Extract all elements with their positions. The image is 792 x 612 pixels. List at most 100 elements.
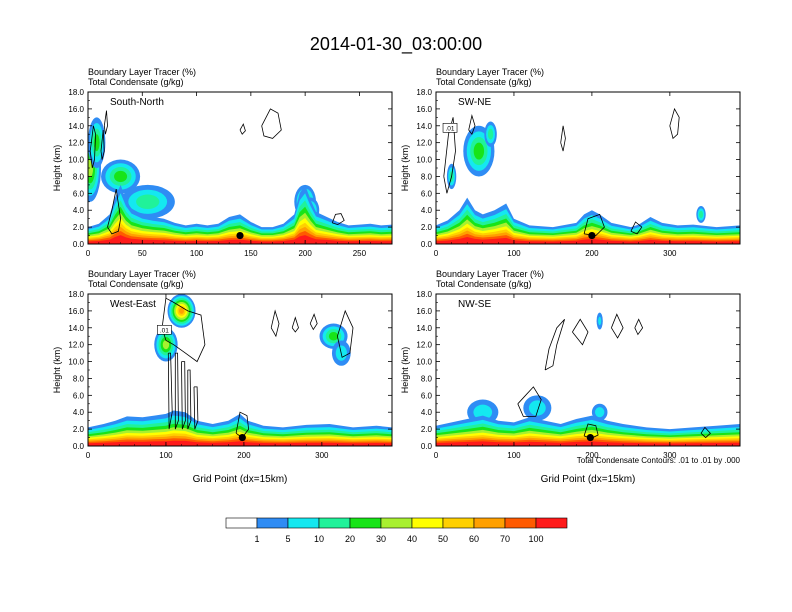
x-tick-label: 200 [585, 451, 599, 460]
y-tick-label: 4.0 [73, 408, 85, 417]
condensate-contour [187, 369, 192, 430]
y-tick-label: 14.0 [68, 122, 84, 131]
condensate-contour [611, 313, 624, 339]
condensate-contour [572, 318, 589, 346]
condensate-contour [270, 309, 280, 338]
condensate-contour [100, 129, 105, 160]
y-tick-label: 4.0 [421, 206, 433, 215]
y-tick-label: 10.0 [68, 358, 84, 367]
y-tick-label: 0.0 [73, 240, 85, 249]
condensate-contour [630, 221, 643, 235]
tracer-plume [473, 404, 493, 420]
panel-data: .01 [436, 107, 740, 244]
x-tick-label: 150 [244, 249, 258, 258]
y-tick-label: 16.0 [416, 307, 432, 316]
colorbar-swatch [535, 517, 568, 529]
x-tick-label: 300 [663, 249, 677, 258]
condensate-contour [261, 108, 282, 139]
tracer-band [88, 440, 392, 446]
tracer-plume [699, 210, 704, 219]
colorbar-label: 50 [438, 534, 448, 544]
x-tick-label: 0 [86, 451, 91, 460]
panel-header-line1: Boundary Layer Tracer (%) [436, 269, 544, 279]
colorbar-swatch [473, 517, 506, 529]
condensate-contour [291, 316, 299, 333]
y-tick-label: 4.0 [421, 408, 433, 417]
tracer-plume [114, 170, 128, 183]
contour-label: .01 [446, 125, 455, 132]
figure-title: 2014-01-30_03:00:00 [310, 34, 482, 55]
y-tick-label: 14.0 [416, 324, 432, 333]
panel-data: .01 [88, 294, 392, 446]
y-tick-label: 16.0 [68, 307, 84, 316]
panel-nw-se: Boundary Layer Tracer (%)Total Condensat… [400, 269, 741, 485]
panel-data [88, 108, 392, 244]
panel-sw-ne: Boundary Layer Tracer (%)Total Condensat… [400, 67, 741, 258]
y-tick-label: 6.0 [73, 391, 85, 400]
x-tick-label: 50 [138, 249, 147, 258]
colorbar-label: 70 [500, 534, 510, 544]
y-tick-label: 14.0 [416, 122, 432, 131]
location-marker [238, 433, 246, 442]
y-tick-label: 6.0 [421, 391, 433, 400]
tracer-band [88, 235, 392, 244]
tracer-plume [162, 340, 170, 350]
condensate-contour [103, 110, 108, 135]
x-tick-label: 200 [237, 451, 251, 460]
panel-annotation: South-North [110, 97, 164, 108]
colorbar-label: 5 [285, 534, 290, 544]
y-tick-label: 2.0 [73, 223, 85, 232]
panel-data [436, 312, 740, 446]
colorbar-label: 1 [254, 534, 259, 544]
y-axis-label: Height (km) [52, 347, 62, 394]
colorbar-swatch [225, 517, 258, 529]
condensate-contour [337, 309, 354, 358]
condensate-contour [560, 125, 566, 152]
contour-label-box [157, 325, 172, 335]
y-axis-label: Height (km) [400, 145, 410, 192]
panels: Boundary Layer Tracer (%)Total Condensat… [52, 67, 741, 485]
y-tick-label: 18.0 [68, 290, 84, 299]
y-tick-label: 10.0 [68, 156, 84, 165]
y-tick-label: 2.0 [73, 425, 85, 434]
location-marker [236, 231, 244, 240]
panel-header-line1: Boundary Layer Tracer (%) [436, 67, 544, 77]
tracer-plume [473, 142, 485, 160]
condensate-contour [167, 352, 173, 430]
tracer-plume [487, 128, 494, 140]
x-tick-label: 100 [159, 451, 173, 460]
panel-header-line2: Total Condensate (g/kg) [88, 77, 184, 87]
condensate-contour [107, 189, 122, 235]
condensate-contour [634, 318, 644, 336]
colorbar-label: 60 [469, 534, 479, 544]
x-tick-label: 0 [434, 451, 439, 460]
colorbar: 1 5 10 20 30 40 50 60 70 100 [225, 517, 568, 544]
tracer-band [436, 441, 740, 446]
y-axis-label: Height (km) [52, 145, 62, 192]
x-tick-label: 0 [434, 249, 439, 258]
location-marker [586, 433, 594, 442]
colorbar-swatch [256, 517, 289, 529]
colorbar-swatch [380, 517, 413, 529]
tracer-plume [179, 307, 185, 314]
condensate-contour [700, 426, 711, 439]
y-tick-label: 2.0 [421, 223, 433, 232]
x-tick-label: 200 [585, 249, 599, 258]
condensate-contour [443, 117, 456, 194]
colorbar-swatch [504, 517, 537, 529]
panel-header-line2: Total Condensate (g/kg) [436, 77, 532, 87]
x-tick-label: 100 [190, 249, 204, 258]
y-tick-label: 4.0 [73, 206, 85, 215]
colorbar-swatch [411, 517, 444, 529]
panel-header-line1: Boundary Layer Tracer (%) [88, 269, 196, 279]
condensate-contour [193, 386, 199, 430]
y-tick-label: 10.0 [416, 156, 432, 165]
panel-west-east: Boundary Layer Tracer (%)Total Condensat… [52, 269, 393, 485]
x-tick-label: 250 [353, 249, 367, 258]
colorbar-label: 10 [314, 534, 324, 544]
colorbar-swatch [349, 517, 382, 529]
y-tick-label: 8.0 [73, 172, 85, 181]
y-tick-label: 16.0 [68, 105, 84, 114]
tracer-plume [136, 194, 160, 210]
